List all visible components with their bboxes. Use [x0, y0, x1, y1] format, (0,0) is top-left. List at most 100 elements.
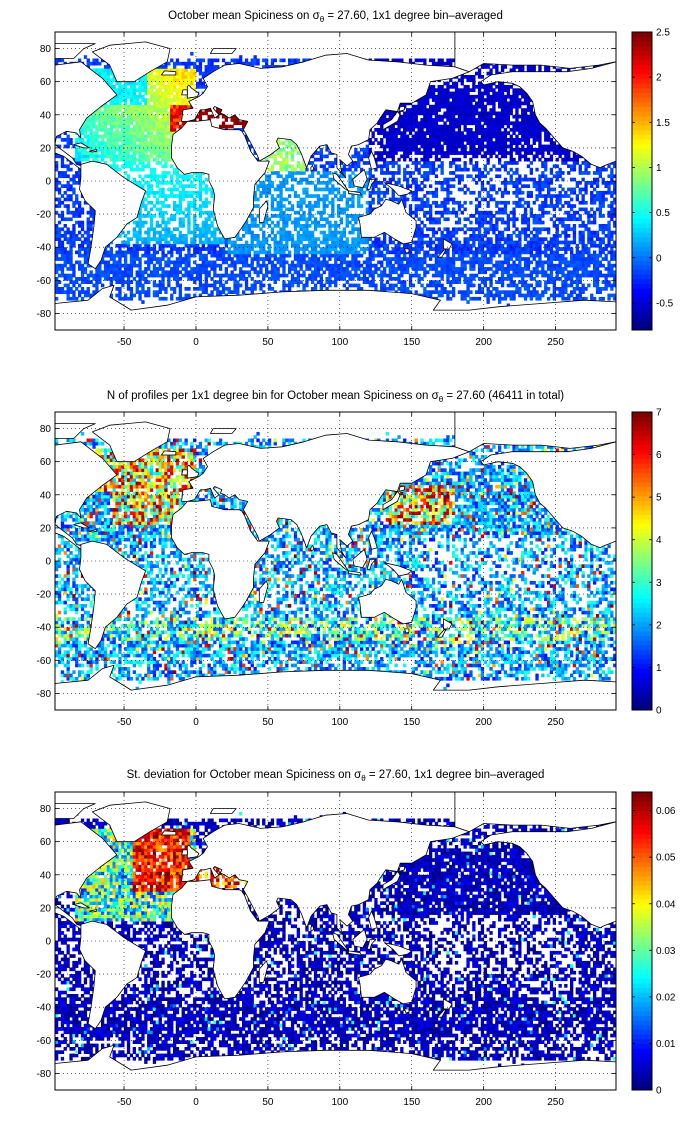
data-bin: [138, 270, 142, 275]
data-bin: [296, 257, 300, 261]
data-bin: [101, 121, 105, 126]
data-bin: [144, 253, 148, 258]
data-bin: [152, 108, 157, 112]
data-bin: [325, 161, 329, 165]
data-bin: [138, 207, 142, 212]
data-bin: [325, 187, 329, 192]
data-bin: [328, 257, 332, 261]
data-bin: [267, 224, 272, 228]
data-bin: [118, 85, 122, 89]
data-bin: [149, 134, 154, 139]
data-bin: [147, 194, 151, 198]
data-bin: [250, 240, 254, 245]
data-bin: [60, 58, 65, 63]
data-bin: [348, 230, 352, 235]
data-bin: [259, 267, 263, 271]
data-bin: [348, 220, 352, 225]
data-bin: [242, 253, 246, 258]
data-bin: [305, 204, 309, 208]
data-bin: [170, 250, 174, 255]
data-bin: [98, 154, 102, 159]
data-bin: [253, 237, 257, 241]
data-bin: [69, 243, 73, 248]
data-bin: [115, 138, 119, 142]
data-bin: [193, 214, 197, 218]
data-bin: [262, 247, 266, 251]
data-bin: [273, 257, 277, 261]
data-bin: [147, 121, 151, 126]
data-bin: [216, 273, 220, 278]
data-bin: [242, 234, 246, 238]
data-bin: [164, 138, 168, 142]
data-bin: [149, 177, 154, 182]
data-bin: [103, 267, 108, 271]
data-bin: [244, 230, 249, 235]
data-bin: [348, 263, 352, 268]
data-bin: [155, 177, 159, 182]
data-bin: [141, 131, 145, 135]
data-bin: [69, 263, 73, 268]
data-bin: [178, 68, 182, 73]
data-bin: [357, 287, 361, 291]
data-bin: [325, 154, 329, 159]
data-bin: [178, 181, 182, 185]
data-bin: [155, 240, 159, 245]
data-bin: [121, 104, 125, 109]
data-bin: [313, 253, 318, 258]
data-bin: [149, 217, 154, 222]
data-bin: [141, 224, 145, 228]
data-bin: [152, 147, 157, 152]
data-bin: [167, 157, 171, 162]
data-bin: [265, 253, 269, 258]
data-bin: [72, 200, 76, 205]
data-bin: [92, 277, 96, 281]
data-bin: [141, 283, 145, 288]
data-bin: [118, 108, 122, 112]
data-bin: [129, 257, 134, 261]
data-bin: [66, 134, 70, 139]
data-bin: [282, 204, 286, 208]
data-bin: [296, 250, 300, 255]
data-bin: [316, 187, 321, 192]
data-bin: [316, 267, 321, 271]
data-bin: [230, 58, 234, 63]
data-bin: [305, 190, 309, 195]
data-bin: [351, 240, 355, 245]
data-bin: [233, 290, 237, 294]
data-bin: [267, 154, 272, 159]
data-bin: [247, 224, 252, 228]
data-bin: [126, 104, 131, 109]
data-bin: [290, 263, 295, 268]
data-bin: [187, 277, 191, 281]
data-bin: [316, 237, 321, 241]
data-bin: [72, 273, 76, 278]
data-bin: [106, 144, 111, 149]
data-bin: [299, 237, 303, 241]
data-bin: [118, 280, 122, 284]
data-bin: [155, 88, 159, 92]
data-bin: [66, 240, 70, 245]
data-bin: [178, 210, 182, 215]
data-bin: [290, 204, 295, 208]
data-bin: [316, 210, 321, 215]
data-bin: [273, 197, 277, 202]
data-bin: [201, 257, 205, 261]
data-bin: [101, 71, 105, 76]
data-bin: [132, 293, 136, 298]
data-bin: [115, 124, 119, 129]
data-bin: [158, 283, 162, 288]
data-bin: [175, 263, 180, 268]
data-bin: [296, 217, 300, 222]
data-bin: [112, 151, 116, 155]
data-bin: [149, 200, 154, 205]
data-bin: [98, 124, 102, 129]
data-bin: [196, 177, 200, 182]
data-bin: [216, 240, 220, 245]
data-bin: [276, 220, 280, 225]
data-bin: [75, 207, 79, 212]
data-bin: [144, 190, 148, 195]
data-bin: [132, 167, 136, 172]
data-bin: [233, 263, 237, 268]
data-bin: [357, 240, 361, 245]
data-bin: [290, 177, 295, 182]
